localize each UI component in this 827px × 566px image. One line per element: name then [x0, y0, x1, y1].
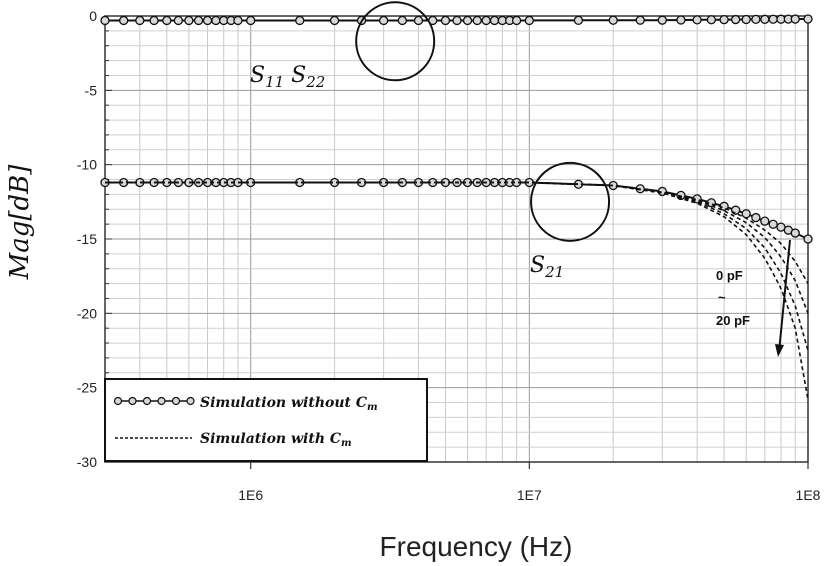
data-point: [635, 15, 645, 25]
series-dashed-5: [105, 181, 809, 284]
data-point: [719, 15, 729, 25]
y-tick-label: 0: [89, 8, 97, 24]
data-point: [790, 14, 800, 24]
cap-range-top: 0 pF: [716, 268, 743, 283]
legend-marker-circles: [113, 396, 195, 406]
data-point: [135, 15, 145, 26]
s11-highlight-circle: [355, 1, 436, 82]
data-point: [524, 15, 535, 26]
s21-highlight-circle: [530, 161, 611, 242]
series-dashed-2: [105, 181, 809, 351]
data-point: [149, 15, 159, 26]
legend-item-without-cm: Simulation without Cm: [200, 395, 378, 413]
data-point: [202, 15, 213, 26]
series-dashed-4: [105, 181, 809, 314]
legend-marker-circle: [157, 396, 166, 406]
data-point: [440, 15, 451, 26]
data-point: [741, 209, 751, 219]
data-point: [100, 15, 110, 26]
grid: [104, 15, 808, 463]
s21-label: S21: [530, 253, 564, 281]
x-tick-label: 1E6: [238, 487, 263, 503]
x-tick-label: 1E8: [796, 487, 821, 503]
series-line: [105, 181, 809, 400]
s11-s22-label: S11 S22: [250, 63, 325, 91]
data-point: [760, 14, 770, 24]
series-line: [105, 181, 809, 284]
data-point: [790, 228, 800, 238]
data-point: [803, 234, 813, 244]
data-point: [741, 14, 751, 25]
data-point: [162, 15, 172, 26]
data-point: [657, 15, 667, 25]
y-tick-label: -25: [77, 380, 97, 396]
data-point: [329, 15, 340, 26]
cap-range-mid: ~: [718, 290, 726, 305]
cap-arrow: [778, 239, 791, 353]
y-axis-label: Mag[dB]: [5, 164, 35, 281]
y-tick-label: -30: [77, 454, 97, 470]
data-point: [184, 15, 194, 26]
data-point: [731, 14, 741, 25]
data-point: [295, 15, 305, 26]
data-point: [246, 15, 256, 26]
legend-item-with-cm: Simulation with Cm: [200, 431, 352, 449]
series-s11-s22: [100, 14, 813, 26]
y-tick-label: -10: [77, 157, 97, 173]
data-point: [173, 15, 184, 26]
series-line: [105, 181, 809, 314]
data-point: [481, 15, 491, 26]
series-line: [105, 181, 809, 351]
data-point: [233, 15, 243, 26]
data-point: [211, 15, 221, 26]
data-point: [397, 15, 407, 26]
data-point: [676, 15, 686, 25]
data-point: [768, 219, 778, 229]
annotations: S11 S22 S21 0 pF ~ 20 pF: [250, 1, 791, 357]
data-point: [452, 15, 462, 26]
data-point: [768, 14, 778, 24]
legend-marker-circle: [113, 396, 123, 406]
legend-marker-circle: [171, 396, 181, 406]
series-group: [100, 14, 813, 400]
data-point: [706, 15, 717, 25]
series-dashed-3: [105, 181, 809, 400]
data-point: [751, 212, 761, 223]
y-tick-label: -15: [77, 231, 97, 247]
legend-marker-circle: [186, 396, 195, 406]
data-point: [472, 15, 482, 26]
y-tick-label: -5: [85, 82, 98, 98]
data-point: [573, 15, 584, 26]
legend-box: [104, 378, 428, 462]
data-point: [413, 15, 424, 26]
x-tick-label: 1E7: [517, 487, 542, 503]
series-line: [105, 181, 809, 240]
legend-marker-circle: [142, 396, 152, 406]
data-point: [608, 15, 618, 25]
data-point: [378, 15, 389, 26]
cap-range-bottom: 20 pF: [716, 313, 750, 328]
data-point: [751, 14, 761, 25]
y-tick-label: -20: [77, 305, 97, 321]
legend: Simulation without Cm Simulation with Cm: [104, 378, 428, 462]
data-point: [511, 15, 522, 26]
data-point: [692, 15, 702, 25]
x-axis-label: Frequency (Hz): [380, 531, 573, 562]
data-point: [193, 15, 204, 26]
data-point: [462, 15, 473, 26]
data-point: [803, 14, 813, 24]
data-point: [731, 205, 741, 215]
data-point: [119, 15, 129, 26]
cap-arrow-head: [775, 344, 784, 357]
data-point: [489, 15, 500, 26]
data-point: [760, 216, 770, 226]
axis-labels: Frequency (Hz) Mag[dB]: [5, 164, 572, 562]
legend-marker-circle: [128, 396, 137, 406]
